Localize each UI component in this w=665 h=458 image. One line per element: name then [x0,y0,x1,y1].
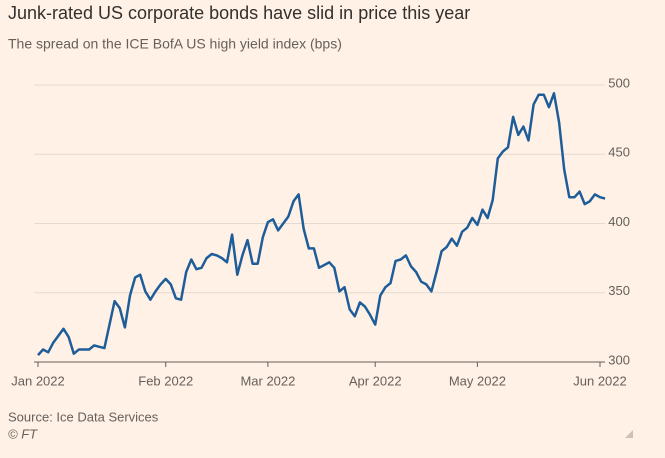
y-tick-label: 500 [608,75,630,90]
credit: © FT [8,426,38,441]
x-tick-label: Mar 2022 [240,373,295,388]
x-tick-label: Jun 2022 [573,373,627,388]
y-tick-label: 300 [608,352,630,367]
y-tick-label: 450 [608,145,630,160]
chart-subtitle: The spread on the ICE BofA US high yield… [8,36,342,52]
source: Source: Ice Data Services [8,409,159,424]
chart-title: Junk-rated US corporate bonds have slid … [8,3,470,23]
x-tick-label: May 2022 [449,373,506,388]
y-tick-label: 400 [608,214,630,229]
x-tick-label: Jan 2022 [11,373,65,388]
x-tick-label: Feb 2022 [138,373,193,388]
data-line [37,92,606,356]
y-tick-label: 350 [608,283,630,298]
x-tick-label: Apr 2022 [349,373,402,388]
resize-icon [625,430,633,438]
